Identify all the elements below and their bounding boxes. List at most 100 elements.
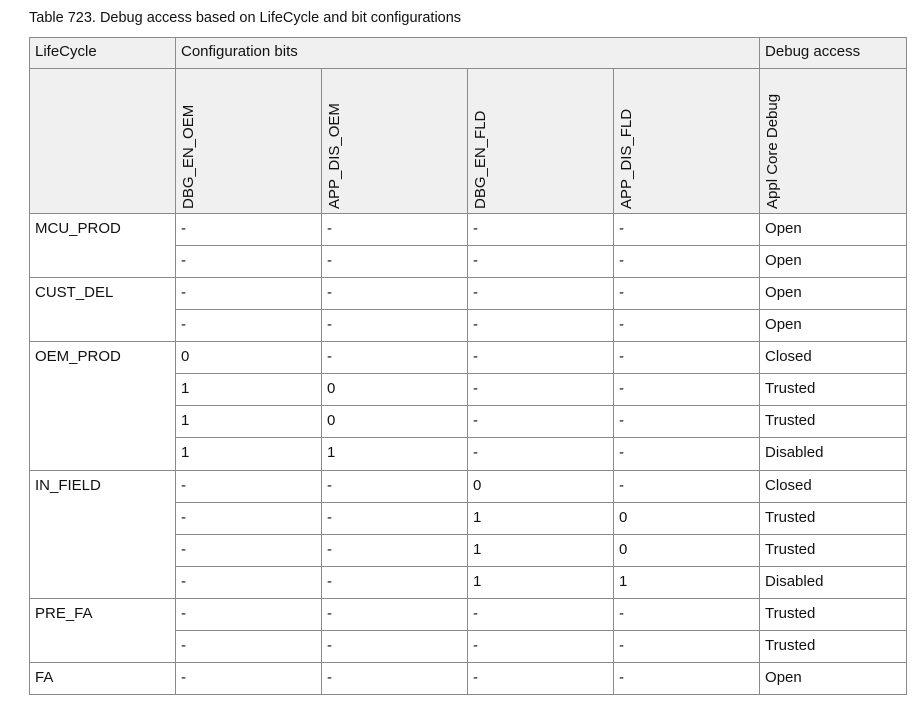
- debug-access-cell: Closed: [759, 469, 908, 503]
- config-bit-cell: 0: [612, 533, 761, 567]
- config-bit-cell: -: [467, 212, 614, 247]
- debug-access-cell: Open: [759, 309, 908, 343]
- debug-access-cell: Open: [759, 277, 908, 311]
- table-row: CUST_DEL - - - - Open: [29, 277, 908, 343]
- debug-access-cell: Trusted: [759, 405, 908, 439]
- config-bit-cell: 1: [175, 405, 322, 439]
- config-bit-cell: -: [321, 341, 468, 375]
- table-row: 1 1- - Disabled: [30, 437, 908, 471]
- config-bit-cell: 1: [467, 501, 614, 535]
- config-bit-cell: -: [612, 629, 761, 663]
- table-body: MCU_PROD - - - - Open - - - - Open CUST_DEL - - - - Open…: [29, 212, 908, 695]
- config-bit-cell: -: [321, 565, 468, 599]
- config-bit-cell: -: [612, 309, 761, 343]
- config-bit-cell: -: [467, 373, 614, 407]
- config-bit-cell: -: [175, 212, 322, 247]
- header-debug-access: Debug access: [759, 37, 908, 69]
- config-bit-cell: -: [175, 245, 322, 279]
- config-bit-cell: -: [321, 629, 468, 663]
- config-bit-cell: -: [321, 277, 468, 311]
- table-row: - - - - Open: [30, 309, 908, 343]
- config-bit-cell: -: [612, 661, 761, 695]
- header-dbg-en-fld: DBG_EN_FLD: [467, 68, 614, 214]
- config-bit-cell: -: [321, 501, 468, 535]
- config-bit-cell: 0: [321, 373, 468, 407]
- debug-access-cell: Trusted: [759, 597, 908, 631]
- config-bit-cell: 0: [175, 341, 322, 375]
- table-row: 1 0- - Trusted: [30, 373, 908, 407]
- lifecycle-cell: PRE_FA: [29, 597, 176, 663]
- config-bit-cell: -: [612, 437, 761, 471]
- table-row: FA - - - - Open: [29, 661, 908, 695]
- config-bit-cell: 1: [321, 437, 468, 471]
- debug-access-cell: Trusted: [759, 501, 908, 535]
- debug-access-cell: Disabled: [759, 565, 908, 599]
- lifecycle-cell: CUST_DEL: [29, 277, 176, 343]
- config-bit-cell: -: [612, 212, 761, 247]
- debug-access-cell: Open: [759, 661, 908, 695]
- header-configuration-bits: Configuration bits: [174, 37, 761, 69]
- table-row: MCU_PROD - - - - Open: [29, 212, 908, 279]
- config-bit-cell: -: [321, 597, 468, 631]
- config-bit-cell: -: [612, 341, 761, 375]
- lifecycle-cell: OEM_PROD: [29, 341, 176, 471]
- config-bit-cell: 0: [612, 501, 761, 535]
- config-bit-cell: -: [321, 661, 468, 695]
- config-bit-cell: 1: [467, 565, 614, 599]
- header-app-dis-oem: APP_DIS_OEM: [321, 68, 468, 214]
- config-bit-cell: -: [175, 597, 322, 631]
- config-bit-cell: 0: [467, 469, 614, 503]
- config-bit-cell: -: [467, 277, 614, 311]
- config-bit-cell: -: [612, 469, 761, 503]
- config-bit-cell: -: [321, 212, 468, 247]
- config-bit-cell: -: [175, 565, 322, 599]
- debug-access-cell: Trusted: [759, 629, 908, 663]
- config-bit-cell: -: [175, 661, 322, 695]
- table-row: OEM_PROD 0- - - Closed: [29, 341, 908, 471]
- config-bit-cell: -: [175, 501, 322, 535]
- config-bit-cell: -: [467, 309, 614, 343]
- config-bit-cell: -: [612, 373, 761, 407]
- config-bit-cell: -: [467, 437, 614, 471]
- debug-access-cell: Trusted: [759, 373, 908, 407]
- config-bit-cell: -: [467, 661, 614, 695]
- config-bit-cell: -: [175, 277, 322, 311]
- table-row: - -1 0 Trusted: [30, 501, 908, 535]
- config-bit-cell: 0: [321, 405, 468, 439]
- table-row: - - - - Open: [30, 245, 908, 279]
- config-bit-cell: -: [175, 309, 322, 343]
- config-bit-cell: -: [175, 629, 322, 663]
- header-dbg-en-oem: DBG_EN_OEM: [175, 68, 322, 214]
- header-empty: [29, 68, 176, 214]
- config-bit-cell: -: [467, 245, 614, 279]
- config-bit-cell: -: [612, 277, 761, 311]
- debug-access-cell: Trusted: [759, 533, 908, 567]
- debug-access-cell: Open: [759, 245, 908, 279]
- config-bit-cell: 1: [467, 533, 614, 567]
- header-appl-core-debug: Appl Core Debug: [759, 68, 908, 214]
- config-bit-cell: -: [321, 245, 468, 279]
- lifecycle-cell: MCU_PROD: [29, 212, 176, 279]
- config-bit-cell: -: [321, 533, 468, 567]
- config-bit-cell: -: [612, 405, 761, 439]
- table-row: IN_FIELD - -0- Closed: [29, 469, 908, 599]
- config-bit-cell: -: [467, 597, 614, 631]
- config-bit-cell: -: [467, 629, 614, 663]
- config-bit-cell: 1: [175, 373, 322, 407]
- config-bit-cell: -: [467, 341, 614, 375]
- debug-access-cell: Open: [759, 212, 908, 247]
- lifecycle-cell: FA: [29, 661, 176, 695]
- debug-access-cell: Disabled: [759, 437, 908, 471]
- debug-access-cell: Closed: [759, 341, 908, 375]
- config-bit-cell: -: [175, 533, 322, 567]
- table-row: - -1 0 Trusted: [30, 533, 908, 567]
- config-bit-cell: -: [175, 469, 322, 503]
- debug-access-table: LifeCycle Configuration bits Debug acces…: [29, 37, 908, 695]
- header-lifecycle: LifeCycle: [29, 37, 176, 69]
- table-row: PRE_FA - - - - Trusted: [29, 597, 908, 663]
- config-bit-cell: 1: [175, 437, 322, 471]
- config-bit-cell: -: [321, 309, 468, 343]
- header-app-dis-fld: APP_DIS_FLD: [612, 68, 761, 214]
- config-bit-cell: -: [467, 405, 614, 439]
- table-caption: Table 723. Debug access based on LifeCyc…: [29, 10, 462, 26]
